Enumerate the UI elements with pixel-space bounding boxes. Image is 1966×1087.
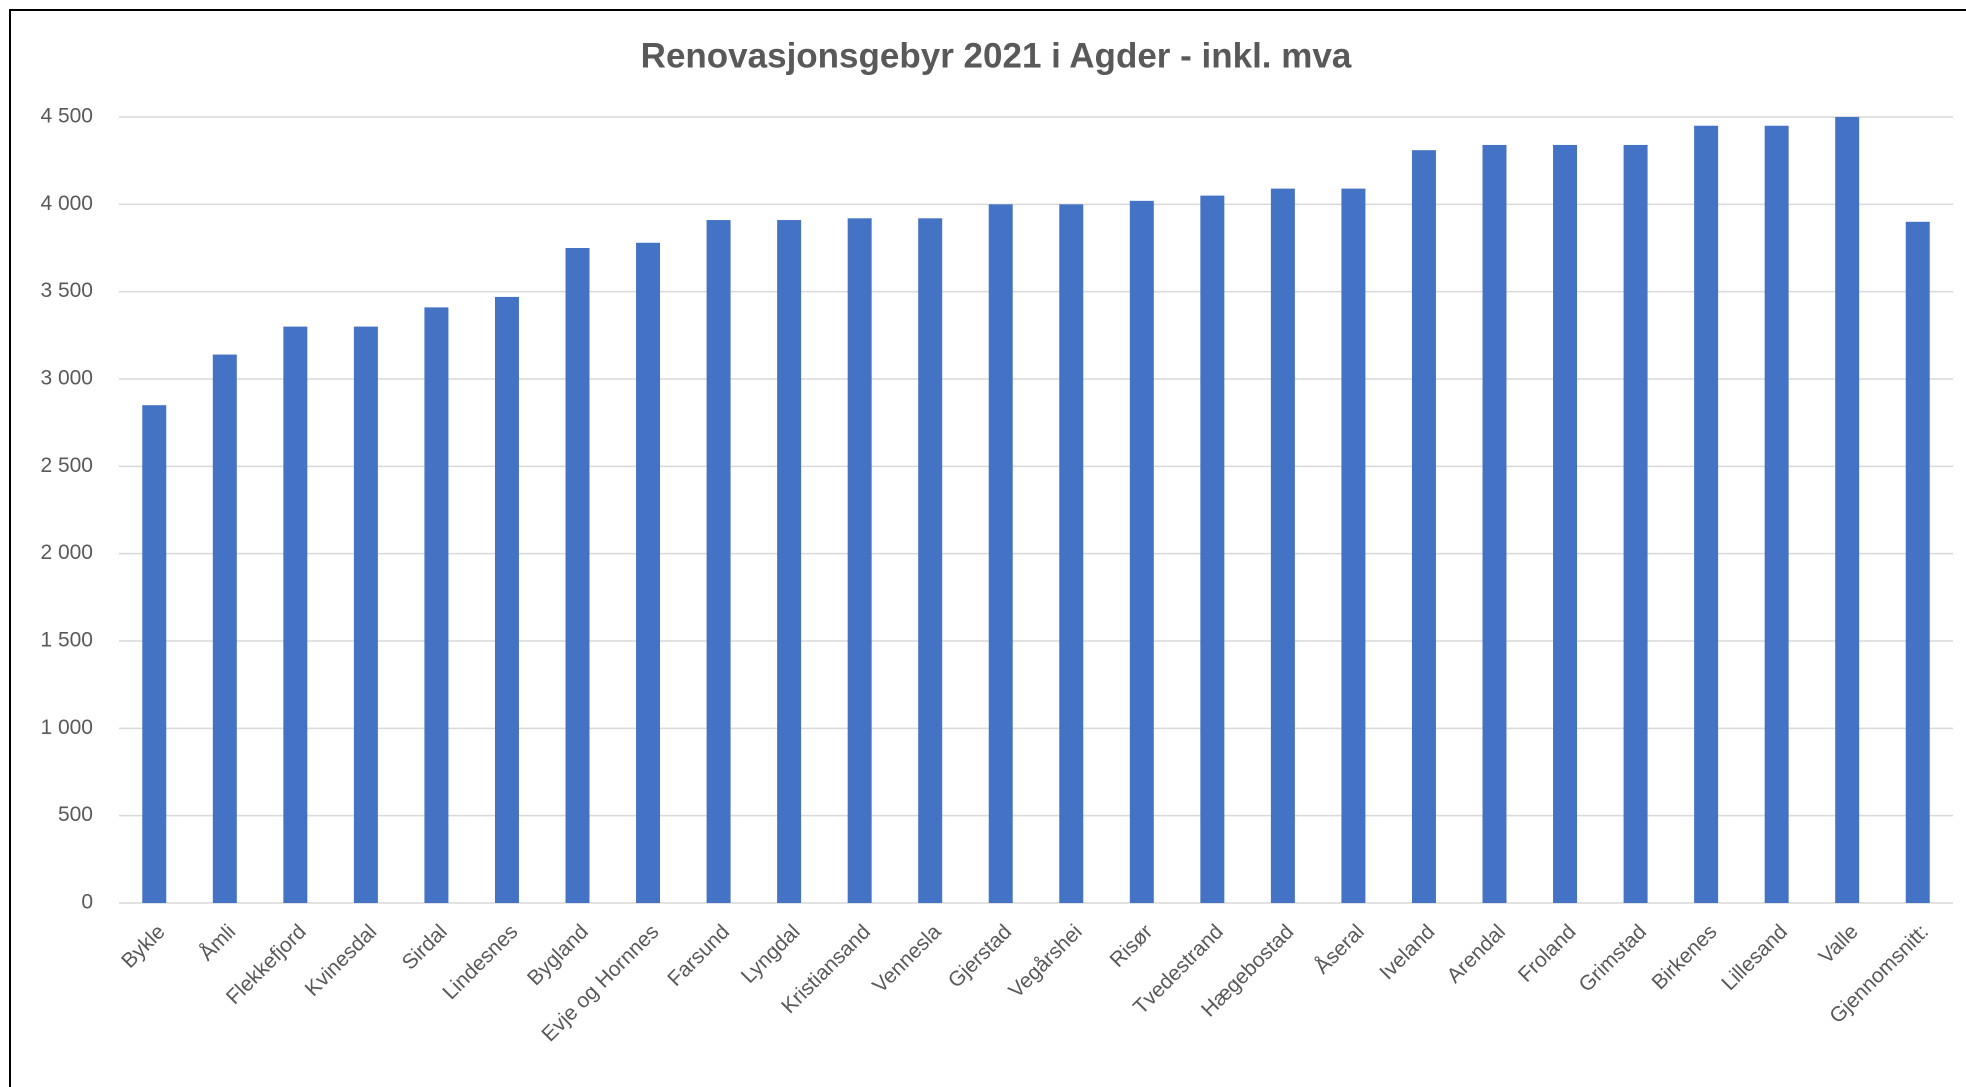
bar: [1059, 204, 1084, 904]
y-tick-label: 4 000: [40, 192, 93, 215]
x-tick-label: Birkenes: [1648, 920, 1722, 994]
bar: [353, 326, 378, 904]
y-tick-label: 1 000: [40, 716, 93, 739]
bar: [1129, 200, 1154, 904]
x-tick-label: Gjerstad: [944, 920, 1016, 992]
bar: [1553, 144, 1578, 904]
bar: [1200, 195, 1225, 904]
x-tick-label: Sirdal: [398, 920, 452, 974]
x-tick-label: Kvinesdal: [301, 920, 382, 1001]
y-tick-label: 0: [81, 891, 93, 914]
bar: [283, 326, 308, 904]
bar: [424, 307, 449, 903]
x-tick-label: Iveland: [1375, 920, 1439, 984]
bar: [1341, 188, 1366, 903]
bar: [1694, 125, 1719, 903]
x-tick-label: Risør: [1106, 920, 1158, 972]
bar: [1270, 188, 1295, 903]
bar: [706, 220, 731, 903]
x-tick-label: Lindesnes: [438, 920, 522, 1004]
x-tick-label: Lillesand: [1717, 920, 1792, 995]
x-tick-label: Bygland: [523, 920, 593, 990]
y-tick-label: 2 000: [40, 541, 93, 564]
bar: [1411, 150, 1436, 904]
bar: [636, 242, 661, 903]
bar: [142, 405, 167, 903]
bar: [1905, 221, 1930, 904]
y-tick-label: 500: [58, 803, 93, 826]
x-tick-label: Evje og Hornnes: [537, 920, 663, 1046]
y-tick-label: 3 500: [40, 279, 93, 302]
chart-title: Renovasjonsgebyr 2021 i Agder - inkl. mv…: [641, 36, 1352, 75]
bar: [1482, 144, 1507, 904]
y-tick-label: 3 000: [40, 367, 93, 390]
bar: [988, 204, 1013, 904]
x-tick-label: Åseral: [1311, 920, 1369, 978]
x-tick-label: Farsund: [663, 920, 734, 991]
bar: [1764, 125, 1789, 903]
bar: [1623, 144, 1648, 904]
x-tick-label: Grimstad: [1575, 920, 1652, 997]
y-tick-label: 2 500: [40, 454, 93, 477]
y-tick-label: 1 500: [40, 629, 93, 652]
x-tick-label: Åmli: [195, 920, 240, 965]
x-tick-label: Vennesla: [868, 920, 946, 998]
x-tick-label: Lyngdal: [737, 920, 805, 988]
x-tick-label: Arendal: [1443, 920, 1510, 987]
bar: [494, 296, 519, 903]
bar: [777, 220, 802, 903]
bar: [1835, 117, 1860, 903]
bar: [847, 218, 872, 904]
x-tick-label: Bykle: [117, 920, 170, 973]
x-tick-label: Vegårshei: [1004, 920, 1086, 1002]
bar: [918, 218, 943, 904]
y-tick-label: 4 500: [40, 105, 93, 128]
x-tick-label: Froland: [1514, 920, 1581, 987]
bar: [565, 248, 590, 903]
bar: [212, 354, 237, 904]
chart-border: [9, 9, 1966, 1087]
x-tick-label: Valle: [1814, 920, 1862, 968]
